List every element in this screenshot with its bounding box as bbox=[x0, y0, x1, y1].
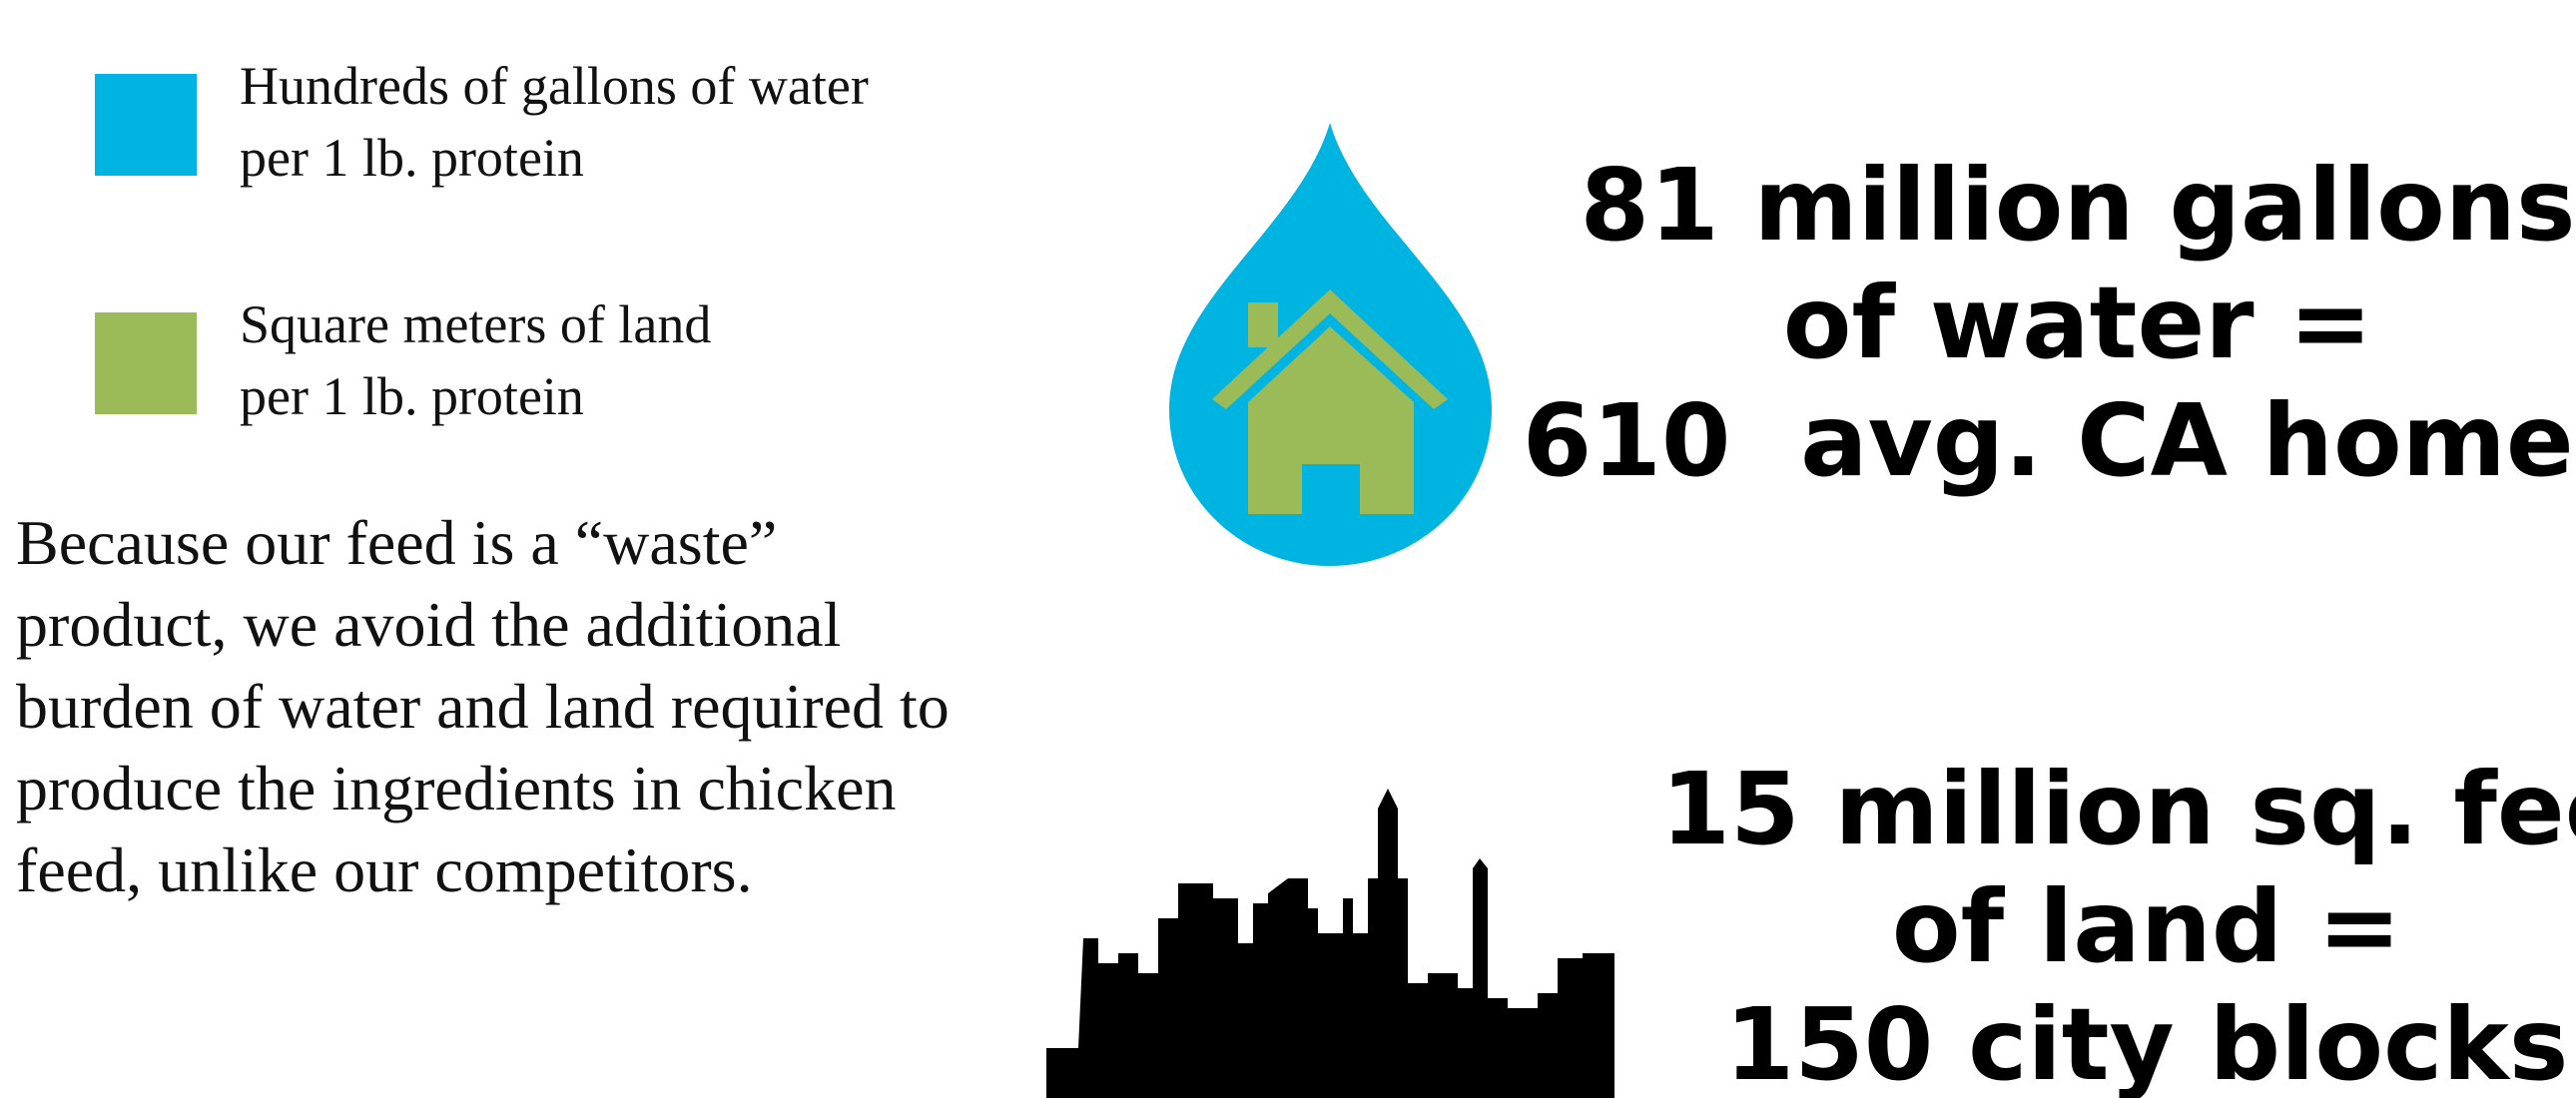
legend-label: per 1 lb. protein bbox=[240, 366, 584, 426]
stat-line: 15 million sq. fee bbox=[1660, 751, 2576, 867]
skyline-icon bbox=[1046, 789, 1614, 1098]
paragraph-line: product, we avoid the additional bbox=[16, 589, 841, 660]
stat-line: 81 million gallons bbox=[1580, 147, 2575, 264]
legend-label: Square meters of land bbox=[240, 294, 711, 354]
paragraph-line: Because our feed is a “waste” bbox=[16, 507, 777, 578]
paragraph-line: produce the ingredients in chicken bbox=[16, 753, 896, 824]
stat-line: 610 avg. CA homes bbox=[1523, 382, 2576, 499]
legend-label: per 1 lb. protein bbox=[240, 128, 584, 188]
stat-line: of water = bbox=[1783, 265, 2372, 381]
water-drop-icon bbox=[1169, 123, 1492, 566]
stat-line: 150 city blocks bbox=[1725, 986, 2569, 1098]
legend-swatch bbox=[95, 74, 197, 176]
paragraph-line: feed, unlike our competitors. bbox=[16, 834, 753, 905]
legend-swatch bbox=[95, 312, 197, 414]
legend-label: Hundreds of gallons of water bbox=[240, 56, 869, 116]
stat-line: of land = bbox=[1892, 868, 2401, 985]
paragraph-line: burden of water and land required to bbox=[16, 671, 950, 742]
